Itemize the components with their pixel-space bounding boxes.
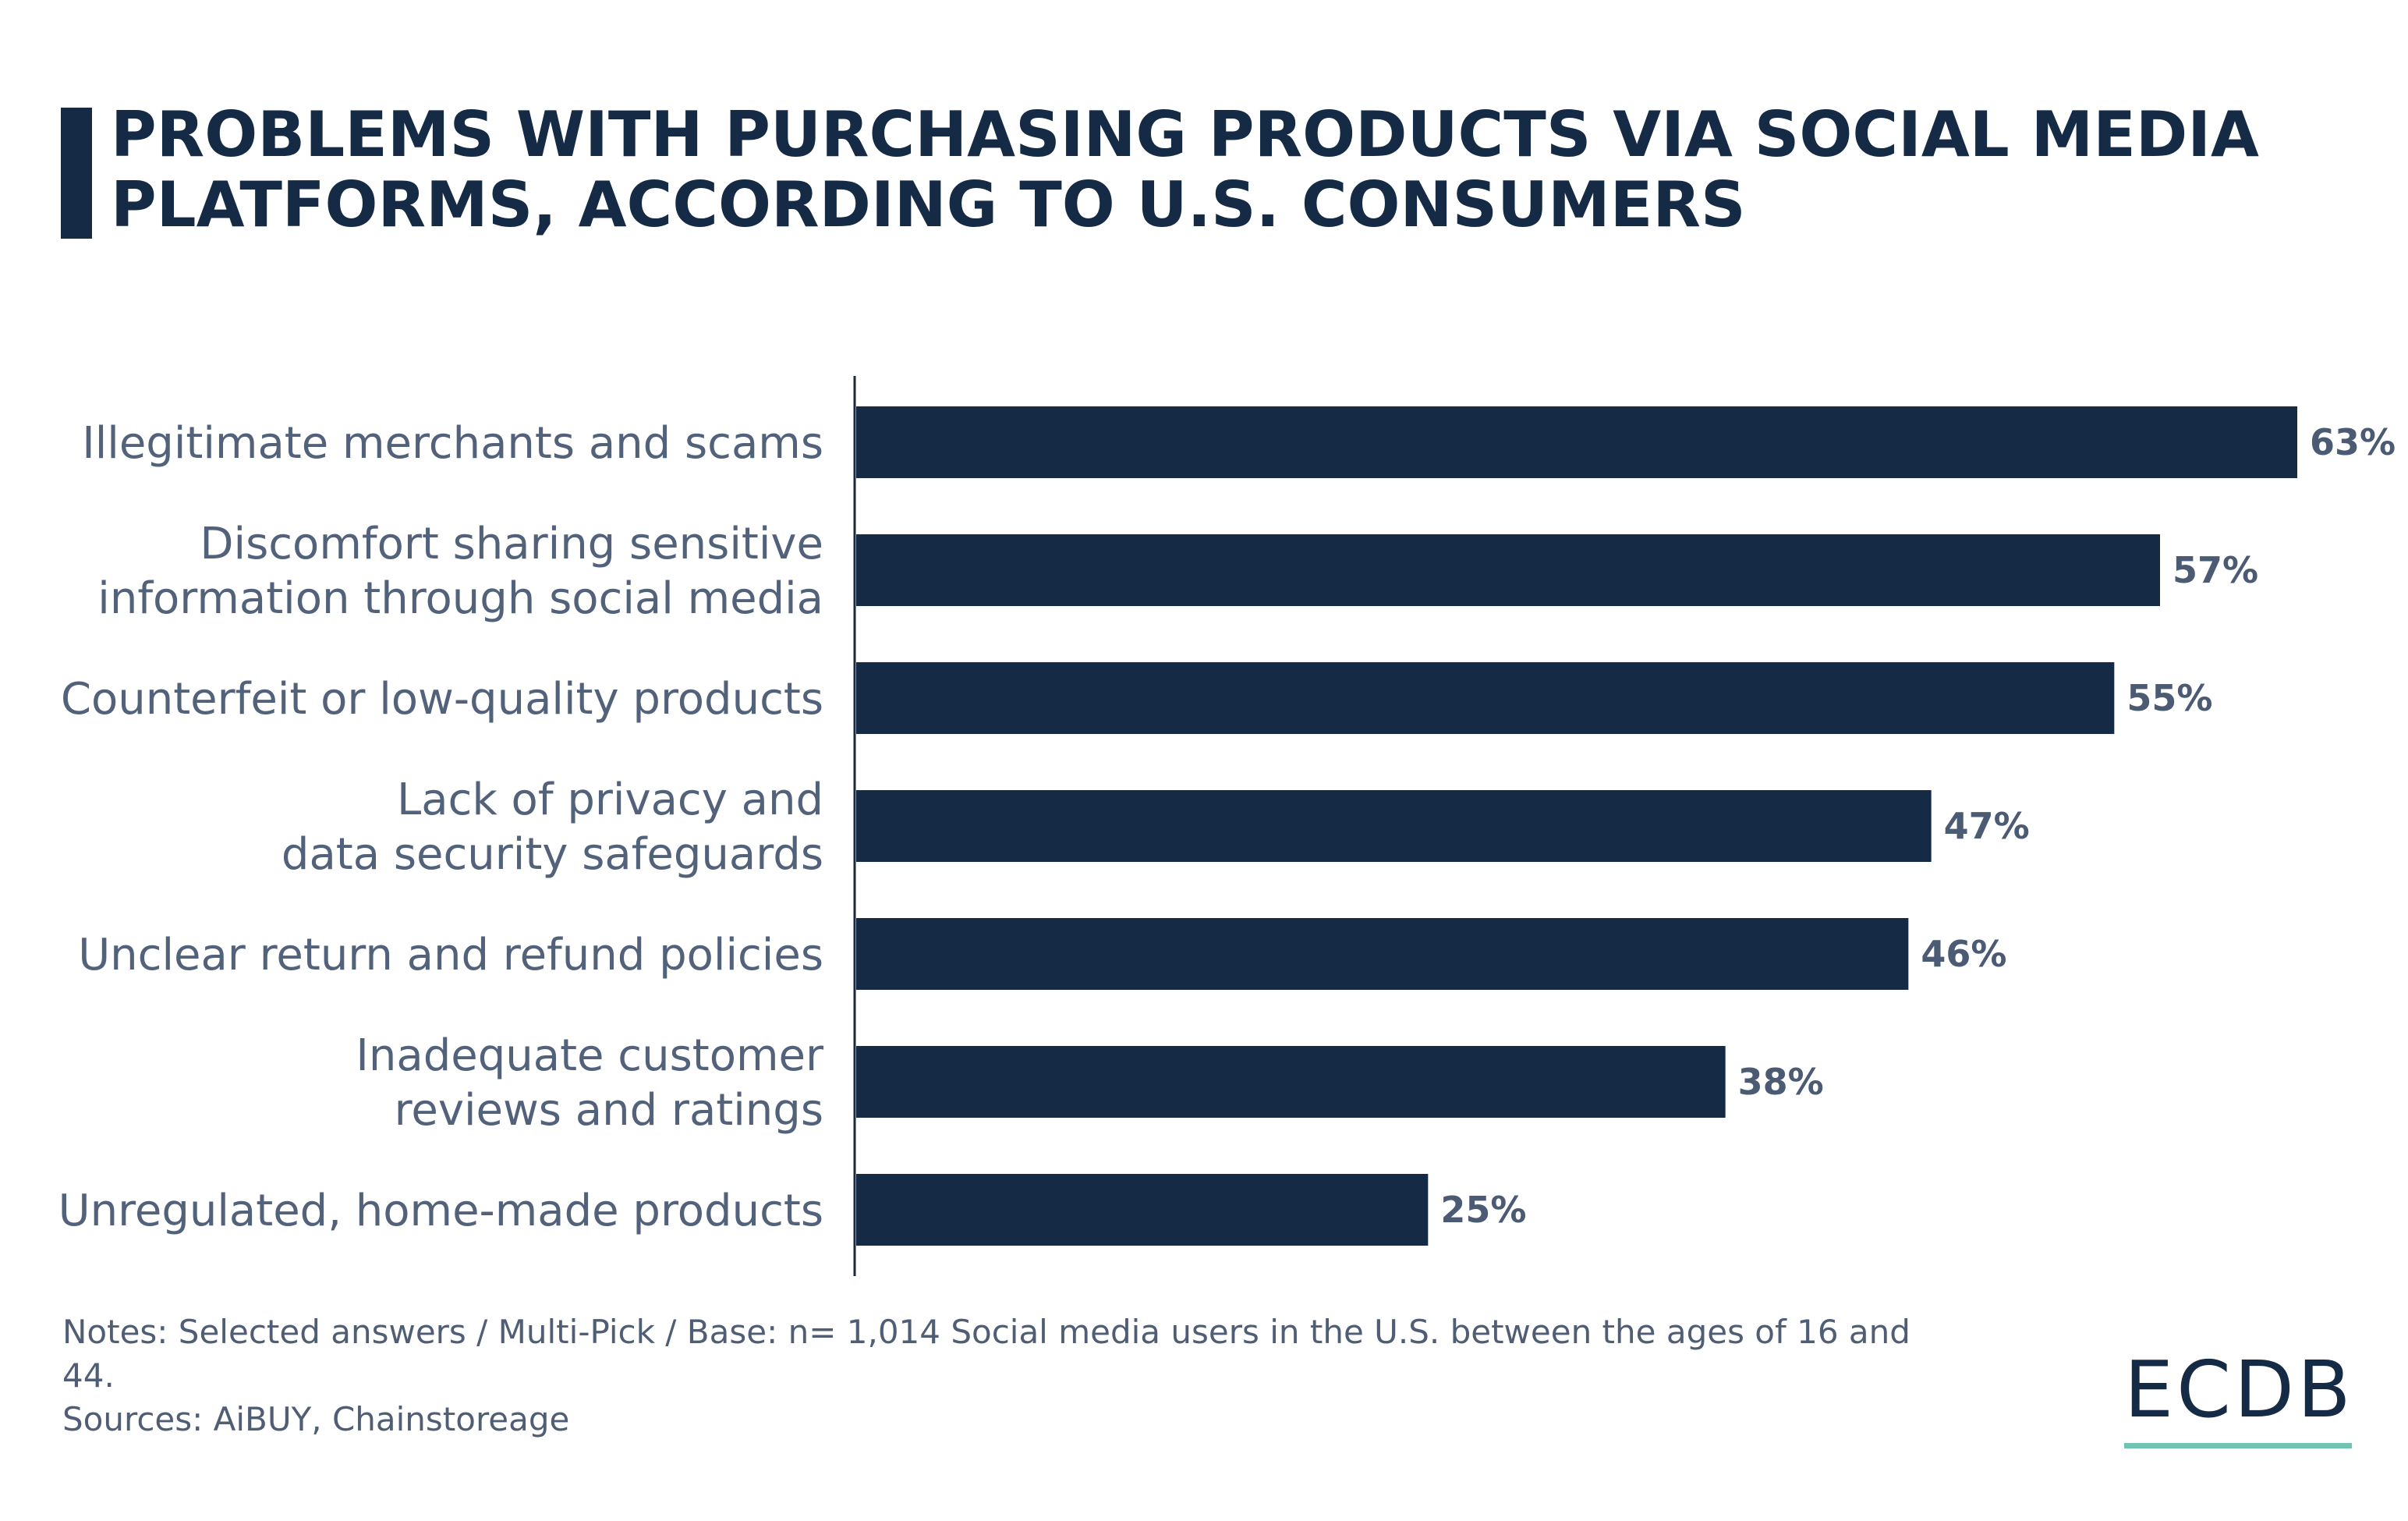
title-accent-bar: [61, 108, 92, 239]
category-label-3: Counterfeit or low-quality products: [61, 674, 823, 725]
chart-title-line-2: PLATFORMS, ACCORDING TO U.S. CONSUMERS: [111, 168, 1746, 241]
value-label-4: 47%: [1944, 805, 2030, 847]
logo-text: ECDB: [2124, 1344, 2354, 1435]
notes-text: Notes: Selected answers / Multi-Pick / B…: [62, 1313, 1910, 1395]
category-label-2: Discomfort sharing sensitive information …: [97, 519, 823, 624]
ecdb-logo: ECDB: [2124, 1351, 2352, 1448]
logo-underline: [2124, 1443, 2352, 1448]
bar-1: [856, 406, 2297, 478]
category-label-2-line-1: Discomfort sharing sensitive: [200, 519, 823, 569]
sources-text: Sources: AiBUY, Chainstoreage: [62, 1400, 570, 1438]
chart-title-line-1: PROBLEMS WITH PURCHASING PRODUCTS VIA SO…: [111, 98, 2259, 171]
category-label-7-line-1: Unregulated, home-made products: [58, 1186, 823, 1236]
value-label-6: 38%: [1738, 1061, 1824, 1103]
category-label-7: Unregulated, home-made products: [58, 1186, 823, 1236]
value-label-7: 25%: [1440, 1189, 1526, 1231]
category-label-4-line-2: data security safeguards: [282, 829, 823, 880]
category-label-3-line-1: Counterfeit or low-quality products: [61, 674, 823, 725]
category-label-6-line-2: reviews and ratings: [395, 1085, 823, 1136]
bar-2: [856, 534, 2160, 606]
category-label-4-line-1: Lack of privacy and: [397, 775, 823, 825]
category-label-6: Inadequate customer reviews and ratings: [356, 1030, 824, 1136]
category-label-6-line-1: Inadequate customer: [356, 1030, 824, 1081]
category-label-4: Lack of privacy and data security safegua…: [282, 775, 823, 880]
value-label-1: 63%: [2310, 421, 2396, 463]
value-label-5: 46%: [1921, 933, 2006, 975]
category-label-5-line-1: Unclear return and refund policies: [78, 930, 823, 980]
category-label-5: Unclear return and refund policies: [78, 930, 823, 980]
category-label-1: Illegitimate merchants and scams: [82, 418, 823, 469]
value-label-2: 57%: [2173, 549, 2258, 591]
bar-3: [856, 662, 2115, 734]
chart-notes: Notes: Selected answers / Multi-Pick / B…: [62, 1310, 1934, 1441]
bar-4: [856, 790, 1932, 862]
value-label-3: 55%: [2126, 677, 2212, 719]
category-label-2-line-2: information through social media: [97, 573, 823, 624]
bar-6: [856, 1046, 1726, 1118]
chart-title: PROBLEMS WITH PURCHASING PRODUCTS VIA SO…: [111, 100, 2294, 240]
bar-5: [856, 918, 1909, 990]
category-label-1-line-1: Illegitimate merchants and scams: [82, 418, 823, 469]
bar-7: [856, 1174, 1429, 1246]
